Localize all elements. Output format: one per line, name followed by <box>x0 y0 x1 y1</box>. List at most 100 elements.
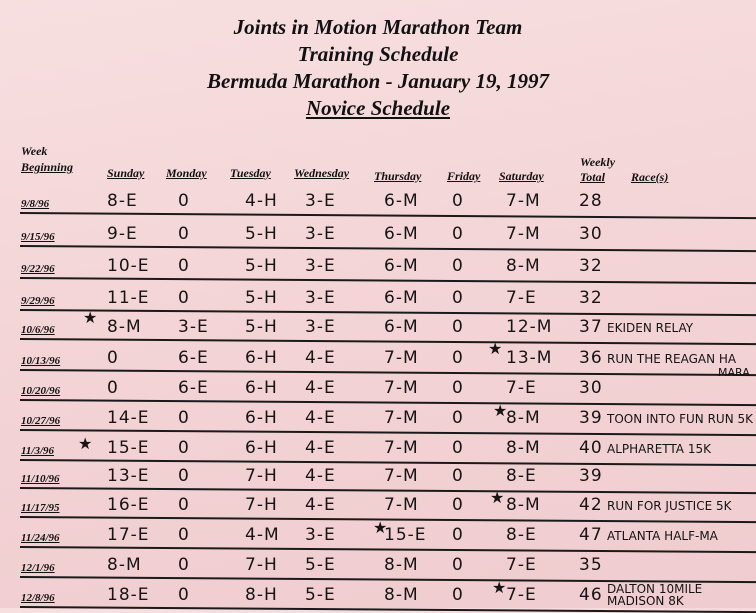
week-date: 9/8/96 <box>21 198 50 210</box>
table-row: 11/24/96 17-E 0 4-M 3-E 15-E 0 8-E 47 ATLANTA HAL… <box>0 514 756 554</box>
table-row: 9/15/96 9-E 0 5-H 3-E 6-M 0 7-M 30 <box>0 213 756 253</box>
team-title: Joints in Motion Marathon Team <box>233 15 523 39</box>
cell-sat: 13-M <box>506 348 553 368</box>
cell-wed: 3-E <box>305 288 336 308</box>
header-weekly: Weekly <box>580 155 616 169</box>
cell-sat: 8-E <box>506 466 537 486</box>
cell-total: 39 <box>579 408 603 428</box>
marathon-title: Bermuda Marathon - January 19, 1997 <box>207 69 549 93</box>
cell-mon: 0 <box>178 466 190 486</box>
cell-thu: 6-M <box>384 224 419 244</box>
cell-mon: 0 <box>178 224 190 244</box>
cell-fri: 0 <box>452 408 464 428</box>
cell-sun: 17-E <box>107 525 150 545</box>
cell-thu: 7-M <box>384 438 419 458</box>
week-date: 10/20/96 <box>21 385 61 397</box>
cell-sat: 8-M <box>506 438 541 458</box>
cell-total: 42 <box>579 495 603 515</box>
cell-total: 32 <box>579 288 603 308</box>
cell-mon: 0 <box>178 525 190 545</box>
cell-thu: 6-M <box>384 288 419 308</box>
cell-sat: 8-M <box>506 495 541 515</box>
cell-thu: 8-M <box>384 585 419 605</box>
cell-sun: 18-E <box>107 585 150 605</box>
star-mark-icon: ★ <box>488 341 503 358</box>
cell-wed: 4-E <box>305 378 336 398</box>
week-date: 11/17/95 <box>21 502 60 514</box>
week-date: 9/22/96 <box>21 263 55 275</box>
cell-thu: 7-M <box>384 495 419 515</box>
cell-fri: 0 <box>452 555 464 575</box>
race-name: EKIDEN RELAY <box>607 321 694 335</box>
table-row: 10/6/96 8-M 3-E 5-H 3-E 6-M 0 12-M 37 EKIDEN RELA… <box>0 306 756 346</box>
table-row: 12/1/96 8-M 0 7-H 5-E 8-M 0 7-E 35 <box>0 544 756 584</box>
cell-tue: 6-H <box>245 378 278 398</box>
race-name: TOON INTO FUN RUN 5K <box>607 412 754 426</box>
cell-sun: 15-E <box>107 438 150 458</box>
cell-tue: 5-H <box>245 288 278 308</box>
week-date: 10/27/96 <box>21 415 61 427</box>
cell-wed: 4-E <box>305 348 336 368</box>
cell-tue: 7-H <box>245 555 278 575</box>
week-date: 12/8/96 <box>21 592 55 604</box>
race-name: ATLANTA HALF-MA <box>607 529 718 543</box>
header-thursday: Thursday <box>374 169 422 183</box>
cell-sun: 8-M <box>107 317 142 337</box>
cell-wed: 3-E <box>305 317 336 337</box>
cell-total: 46 <box>579 585 603 605</box>
table-row: 9/22/96 10-E 0 5-H 3-E 6-M 0 8-M 32 <box>0 245 756 285</box>
star-mark-icon: ★ <box>373 520 388 537</box>
cell-mon: 0 <box>178 288 190 308</box>
cell-thu: 7-M <box>384 348 419 368</box>
cell-fri: 0 <box>452 317 464 337</box>
cell-tue: 5-H <box>245 256 278 276</box>
cell-wed: 3-E <box>305 256 336 276</box>
cell-thu: 6-M <box>384 256 419 276</box>
cell-mon: 0 <box>178 495 190 515</box>
cell-mon: 0 <box>178 256 190 276</box>
cell-tue: 4-H <box>245 191 278 211</box>
race-name: ALPHARETTA 15K <box>607 442 711 456</box>
cell-tue: 4-M <box>245 525 280 545</box>
cell-fri: 0 <box>452 585 464 605</box>
cell-tue: 6-H <box>245 438 278 458</box>
novice-title: Novice Schedule <box>305 96 451 120</box>
cell-fri: 0 <box>452 348 464 368</box>
cell-total: 37 <box>579 317 603 337</box>
cell-mon: 0 <box>178 408 190 428</box>
header-wednesday: Wednesday <box>294 166 350 180</box>
cell-total: 32 <box>579 256 603 276</box>
cell-wed: 3-E <box>305 224 336 244</box>
cell-sun: 11-E <box>107 288 150 308</box>
cell-thu: 6-M <box>384 317 419 337</box>
cell-fri: 0 <box>452 191 464 211</box>
cell-sun: 14-E <box>107 408 150 428</box>
star-mark-icon: ★ <box>490 490 505 507</box>
header-friday: Friday <box>447 169 481 183</box>
cell-fri: 0 <box>452 288 464 308</box>
cell-total: 30 <box>579 224 603 244</box>
week-date: 11/24/96 <box>21 532 60 544</box>
cell-sun: 16-E <box>107 495 150 515</box>
cell-fri: 0 <box>452 495 464 515</box>
cell-tue: 6-H <box>245 408 278 428</box>
document-title-block: Joints in Motion Marathon Team Training … <box>0 14 756 122</box>
week-date: 9/29/96 <box>21 295 55 307</box>
cell-sun: 9-E <box>107 224 138 244</box>
cell-sat: 7-E <box>506 555 537 575</box>
cell-sun: 0 <box>107 378 119 398</box>
cell-sat: 8-E <box>506 525 537 545</box>
cell-sat: 7-M <box>506 191 541 211</box>
cell-sun: 8-M <box>107 555 142 575</box>
race-name-second-line: MADISON 8K <box>607 594 684 608</box>
cell-wed: 3-E <box>305 525 336 545</box>
race-name-second-line: MARA <box>718 366 750 379</box>
cell-sun: 13-E <box>107 466 150 486</box>
cell-wed: 5-E <box>305 555 336 575</box>
cell-fri: 0 <box>452 256 464 276</box>
cell-mon: 3-E <box>178 317 209 337</box>
cell-mon: 0 <box>178 555 190 575</box>
cell-thu: 7-M <box>384 466 419 486</box>
header-tuesday: Tuesday <box>230 166 271 180</box>
cell-sat: 12-M <box>506 317 553 337</box>
